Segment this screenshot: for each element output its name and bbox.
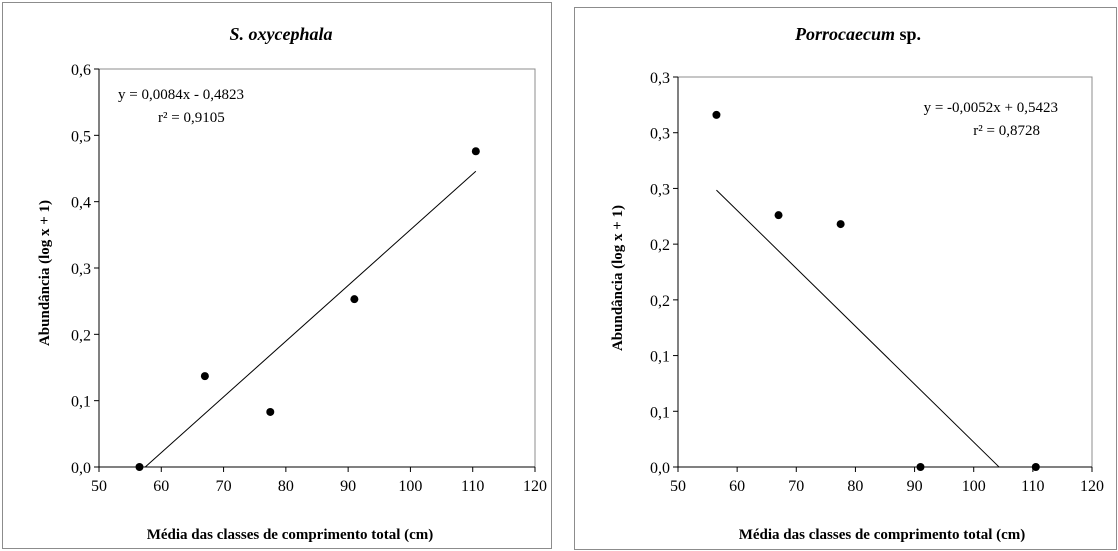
y-tick-label: 0,3	[650, 70, 670, 87]
x-tick-label: 110	[461, 478, 484, 495]
x-tick-label: 70	[788, 478, 804, 495]
y-tick-label: 0,3	[650, 126, 670, 143]
y-tick-label: 0,5	[71, 128, 91, 145]
x-tick-label: 70	[216, 478, 232, 495]
x-tick-label: 60	[153, 478, 169, 495]
chart-panel-s-oxycephala: S. oxycephala y = 0,0084x - 0,4823 r² = …	[2, 2, 552, 549]
x-tick-label: 90	[340, 478, 356, 495]
data-point	[471, 147, 480, 156]
y-tick-label: 0,0	[71, 460, 91, 477]
y-tick-label: 0,3	[650, 181, 670, 198]
trend-line	[716, 189, 1000, 468]
x-tick-label: 50	[670, 478, 686, 495]
x-tick-label: 50	[91, 478, 107, 495]
x-tick-label: 60	[729, 478, 745, 495]
y-tick-label: 0,2	[650, 237, 670, 254]
scatter-chart-s-oxycephala: S. oxycephala y = 0,0084x - 0,4823 r² = …	[37, 24, 547, 543]
trend-line	[144, 170, 477, 468]
y-tick-label: 0,6	[71, 62, 91, 79]
y-tick-label: 0,0	[650, 460, 670, 477]
data-point	[266, 407, 275, 416]
x-axis-label: Média das classes de comprimento total (…	[147, 527, 434, 543]
y-axis-label: Abundância (log x + 1)	[610, 205, 626, 351]
data-point	[350, 295, 359, 304]
y-tick-label: 0,3	[71, 261, 91, 278]
y-tick-label: 0,4	[71, 195, 91, 212]
data-point	[774, 211, 783, 220]
x-tick-label: 90	[907, 478, 923, 495]
y-tick-label: 0,1	[71, 394, 91, 411]
y-tick-label: 0,1	[650, 404, 670, 421]
x-tick-label: 80	[278, 478, 294, 495]
data-point	[916, 463, 925, 471]
regression-equation: y = -0,0052x + 0,5423	[924, 100, 1058, 116]
data-point	[200, 372, 209, 381]
x-tick-label: 80	[847, 478, 863, 495]
scatter-chart-porrocaecum: Porrocaecum sp. y = -0,0052x + 0,5423 r²…	[610, 24, 1104, 543]
x-axis-label: Média das classes de comprimento total (…	[739, 527, 1026, 543]
chart-title-genus: Porrocaecum	[794, 24, 895, 44]
x-tick-label: 110	[1021, 478, 1044, 495]
chart-panel-porrocaecum: Porrocaecum sp. y = -0,0052x + 0,5423 r²…	[574, 7, 1117, 550]
regression-r-squared: r² = 0,9105	[158, 110, 225, 126]
data-point	[836, 220, 845, 229]
regression-r-squared: r² = 0,8728	[973, 123, 1040, 139]
data-point	[135, 463, 144, 471]
y-tick-label: 0,1	[650, 349, 670, 366]
x-tick-label: 100	[962, 478, 986, 495]
regression-equation: y = 0,0084x - 0,4823	[118, 87, 244, 103]
chart-title-suffix: sp.	[895, 24, 921, 44]
chart-title: S. oxycephala	[230, 24, 333, 44]
y-axis-label: Abundância (log x + 1)	[37, 200, 53, 346]
chart-title: Porrocaecum sp.	[794, 24, 921, 44]
data-point	[712, 110, 721, 119]
y-tick-label: 0,2	[650, 293, 670, 310]
y-tick-label: 0,2	[71, 327, 91, 344]
plot-area	[98, 68, 536, 468]
x-tick-label: 100	[398, 478, 422, 495]
x-tick-label: 120	[523, 478, 547, 495]
x-tick-label: 120	[1080, 478, 1104, 495]
data-point	[1031, 463, 1040, 471]
